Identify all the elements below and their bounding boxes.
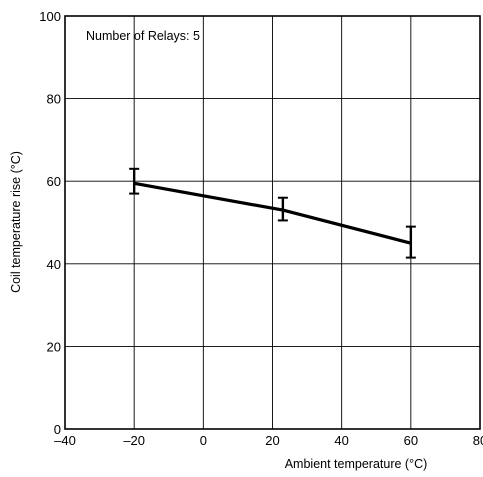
plot-frame xyxy=(64,15,481,430)
series-layer xyxy=(129,167,416,259)
x-tick-label: 60 xyxy=(404,433,418,448)
y-tick-label: 40 xyxy=(47,257,61,272)
x-tick-label: –40 xyxy=(54,433,76,448)
x-tick-label: –20 xyxy=(123,433,145,448)
y-axis-title: Coil temperature rise (°C) xyxy=(9,151,23,293)
x-tick-label: 80 xyxy=(473,433,483,448)
x-axis-title: Ambient temperature (°C) xyxy=(285,457,428,471)
grid-layer xyxy=(65,16,480,429)
y-tick-label: 0 xyxy=(54,422,61,437)
y-tick-label: 20 xyxy=(47,339,61,354)
y-tick-label: 100 xyxy=(39,9,61,24)
y-tick-labels: 0 20 40 60 80 100 xyxy=(39,9,61,437)
x-tick-labels: –40 –20 0 20 40 60 80 xyxy=(54,433,483,448)
x-tick-label: 40 xyxy=(334,433,348,448)
y-tick-label: 60 xyxy=(47,174,61,189)
x-tick-label: 20 xyxy=(265,433,279,448)
y-tick-label: 80 xyxy=(47,92,61,107)
x-tick-label: 0 xyxy=(200,433,207,448)
relay-count-annotation: Number of Relays: 5 xyxy=(86,29,200,43)
